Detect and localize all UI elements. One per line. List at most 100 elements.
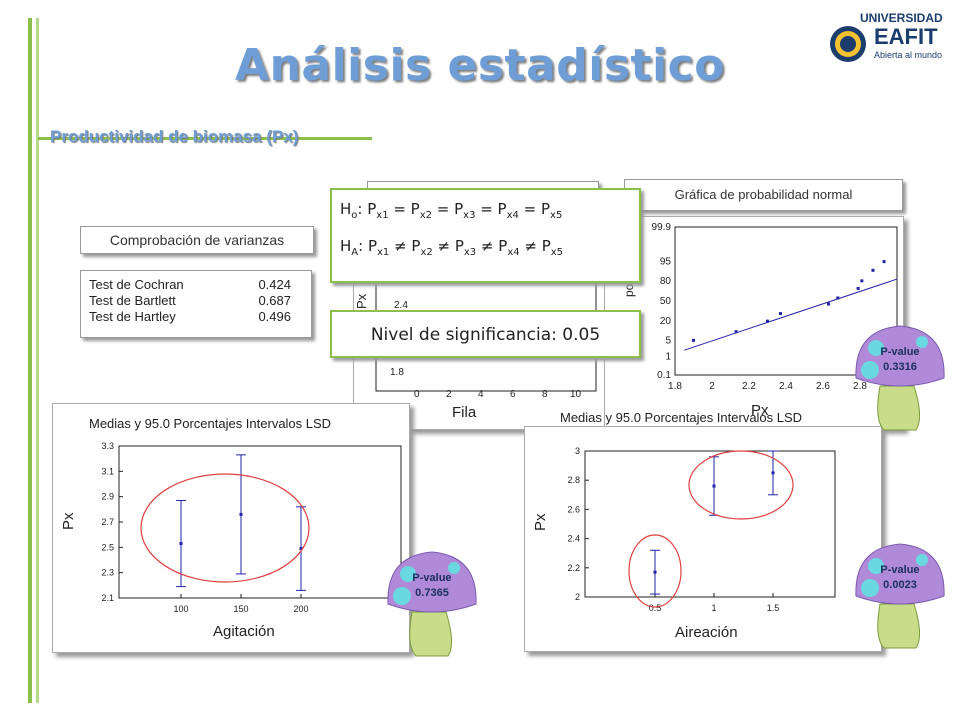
aireacion-ylabel: Px [532,513,549,531]
null-hypothesis: Ho: Px1 = Px2 = Px3 = Px4 = Px5 [340,200,563,221]
mean-point [179,542,183,546]
x-tick-label: 150 [233,604,248,614]
x-tick-label: 0.5 [649,603,662,613]
data-point [860,279,864,283]
group-ellipse [688,450,794,520]
normal-ytick: 50 [660,296,672,307]
mean-point [239,512,243,516]
agitacion-title: Medias y 95.0 Porcentajes Intervalos LSD [89,416,331,431]
y-tick-label: 2.6 [567,504,580,514]
mushroom-icon: P-value 0.7365 [387,551,477,657]
agitacion-chart: Medias y 95.0 Porcentajes Intervalos LSD… [52,403,410,653]
aireacion-chart: Px Aireación 2 2.2 2.4 2.6 2.8 3 0.5 1 1.5 [524,426,882,652]
y-tick-label: 3.1 [101,466,114,476]
x-tick-label: 200 [293,604,308,614]
residuals-xtick: 4 [478,389,484,400]
svg-text:EAFIT: EAFIT [874,24,938,49]
normal-ytick: 80 [660,276,672,287]
data-point [882,260,886,264]
x-tick-label: 100 [173,604,188,614]
data-point [827,302,831,306]
normal-xtick: 2.2 [742,381,756,392]
pvalue-agitacion: 0.7365 [415,587,449,599]
residuals-ytick: 2.4 [394,300,408,311]
test-row: Test de Cochran 0.424 [89,277,291,292]
residuals-xtick: 10 [570,389,582,400]
y-tick-label: 2.9 [101,492,114,502]
agitacion-xlabel: Agitación [213,623,275,640]
pvalue-label: P-value [880,346,919,358]
test-row: Test de Hartley 0.496 [89,309,291,324]
mushroom-icon: P-value 0.3316 [855,325,945,431]
mean-point [653,570,657,574]
pvalue-normal: 0.3316 [883,361,917,373]
residuals-xtick: 0 [414,389,420,400]
aireacion-title: Medias y 95.0 Porcentajes Intervalos LSD [560,410,803,425]
mushroom-icon: P-value 0.0023 [855,543,945,649]
normal-xlabel: Px [751,402,769,419]
data-point [778,312,782,316]
group-ellipse [628,534,682,608]
data-point [692,338,695,342]
svg-text:UNIVERSIDAD: UNIVERSIDAD [860,11,943,25]
y-tick-label: 3.3 [101,441,114,451]
normal-ytick: 20 [660,316,672,327]
left-accent-bar-light [36,18,39,703]
normal-xtick: 2.8 [853,381,867,392]
agitacion-ylabel: Px [60,512,77,530]
fit-line [684,278,898,351]
y-tick-label: 2.2 [567,563,580,573]
alternative-hypothesis: HA: Px1 ≠ Px2 ≠ Px3 ≠ Px4 ≠ Px5 [340,237,564,258]
x-tick-label: 1 [711,603,716,613]
data-point [871,268,875,272]
y-tick-label: 2.5 [101,542,114,552]
mean-point [771,471,775,475]
normal-xtick: 2 [709,381,715,392]
residuals-ylabel: Px [354,293,369,309]
normal-xtick: 2.6 [816,381,830,392]
page-title: Análisis estadístico [235,40,725,91]
y-tick-label: 2 [575,592,580,602]
residuals-xlabel: Fila [452,404,477,421]
normal-ytick: 0.1 [657,370,671,381]
hypotheses-box: Ho: Px1 = Px2 = Px3 = Px4 = Px5 HA: Px1 … [330,188,641,283]
subtitle-underline [38,137,372,140]
residuals-ytick: 1.8 [390,367,404,378]
varianzas-label: Comprobación de varianzas [80,226,314,254]
y-tick-label: 2.4 [567,534,580,544]
left-accent-bar [28,18,32,703]
residuals-xtick: 6 [510,389,516,400]
page-subtitle: Productividad de biomasa (Px) [50,127,299,146]
y-tick-label: 2.7 [101,517,114,527]
normal-xtick: 2.4 [779,381,793,392]
residuals-xtick: 8 [542,389,548,400]
group-ellipse [140,473,310,583]
data-point [734,330,738,334]
normal-ytick: 5 [665,335,671,346]
y-tick-label: 2.8 [567,475,580,485]
data-point [856,286,860,290]
y-tick-label: 2.1 [101,593,114,603]
y-tick-label: 2.3 [101,568,114,578]
significance-box: Nivel de significancia: 0.05 [330,310,641,358]
x-tick-label: 1.5 [767,603,780,613]
variance-tests-box: Test de Cochran 0.424 Test de Bartlett 0… [80,270,312,338]
svg-text:Abierta al mundo: Abierta al mundo [874,50,942,60]
normal-xtick: 1.8 [668,381,682,392]
y-tick-label: 3 [575,446,580,456]
mean-point [712,484,716,488]
eafit-logo: UNIVERSIDAD EAFIT Abierta al mundo [830,11,943,62]
mean-point [299,547,303,551]
residuals-xtick: 2 [446,389,452,400]
normal-ytick: 99.9 [652,222,672,233]
test-row: Test de Bartlett 0.687 [89,293,291,308]
data-point [836,296,840,300]
probabilidad-label: Gráfica de probabilidad normal [624,179,903,211]
pvalue-label: P-value [412,572,451,584]
normal-ytick: 95 [660,257,672,268]
data-point [766,319,769,323]
normal-ytick: 1 [665,352,671,363]
pvalue-label: P-value [880,564,919,576]
aireacion-xlabel: Aireación [675,624,738,641]
